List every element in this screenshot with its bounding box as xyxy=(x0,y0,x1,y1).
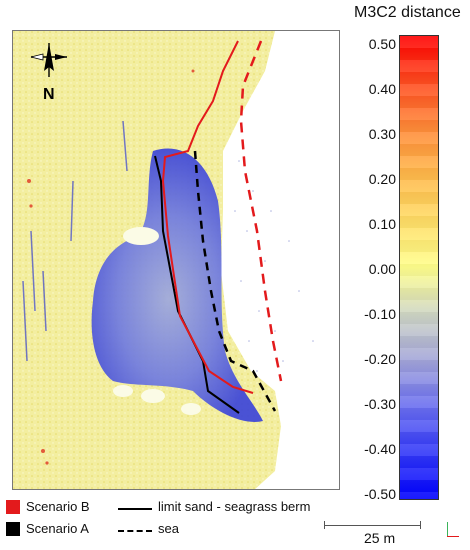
scale-tick: 0.30 xyxy=(368,126,396,142)
scale-tick: 0.00 xyxy=(368,261,396,277)
scalebar-label: 25 m xyxy=(364,530,396,546)
legend-limit-label: limit sand - seagrass berm xyxy=(158,499,311,514)
legend-scenario-b-swatch xyxy=(6,500,20,514)
corner-axis-mark xyxy=(447,536,459,537)
scalebar-line xyxy=(324,525,420,526)
scale-title: M3C2 distance xyxy=(354,4,461,21)
positive-points xyxy=(27,69,195,465)
legend-scenario-a-label: Scenario A xyxy=(26,521,89,536)
point-cloud-map: N xyxy=(13,31,314,489)
scale-tick: -0.50 xyxy=(364,486,396,502)
sand-lobes xyxy=(113,227,201,415)
colorbar-stripes xyxy=(400,36,438,499)
north-arrow-icon xyxy=(30,43,67,77)
legend-scenario-b-label: Scenario B xyxy=(26,499,90,514)
scale-tick: -0.30 xyxy=(364,396,396,412)
eroded-basin xyxy=(91,148,263,422)
scale-tick: 0.40 xyxy=(368,81,396,97)
scale-tick: -0.20 xyxy=(364,351,396,367)
scenario-b-sea-line xyxy=(239,40,283,382)
scenario-b-limit-line xyxy=(161,40,254,394)
scalebar-left-tick xyxy=(324,521,325,529)
sea-points xyxy=(234,160,314,372)
legend-sea-label: sea xyxy=(158,521,179,536)
colorbar xyxy=(399,35,439,500)
scalebar-right-tick xyxy=(420,521,421,529)
corner-axis-mark xyxy=(447,522,448,536)
legend-solid-line xyxy=(118,508,152,510)
blue-streaks xyxy=(22,120,128,362)
scale-tick: -0.40 xyxy=(364,441,396,457)
scale-tick: -0.10 xyxy=(364,306,396,322)
north-label: N xyxy=(43,86,55,103)
scale-tick: 0.20 xyxy=(368,171,396,187)
legend-scenario-a-swatch xyxy=(6,522,20,536)
scale-tick: 0.10 xyxy=(368,216,396,232)
scenario-a-limit-line xyxy=(154,155,240,414)
map-frame: N xyxy=(12,30,340,490)
legend-dashed-line xyxy=(118,530,152,532)
scale-tick: 0.50 xyxy=(368,36,396,52)
scenario-a-sea-line xyxy=(193,150,277,412)
